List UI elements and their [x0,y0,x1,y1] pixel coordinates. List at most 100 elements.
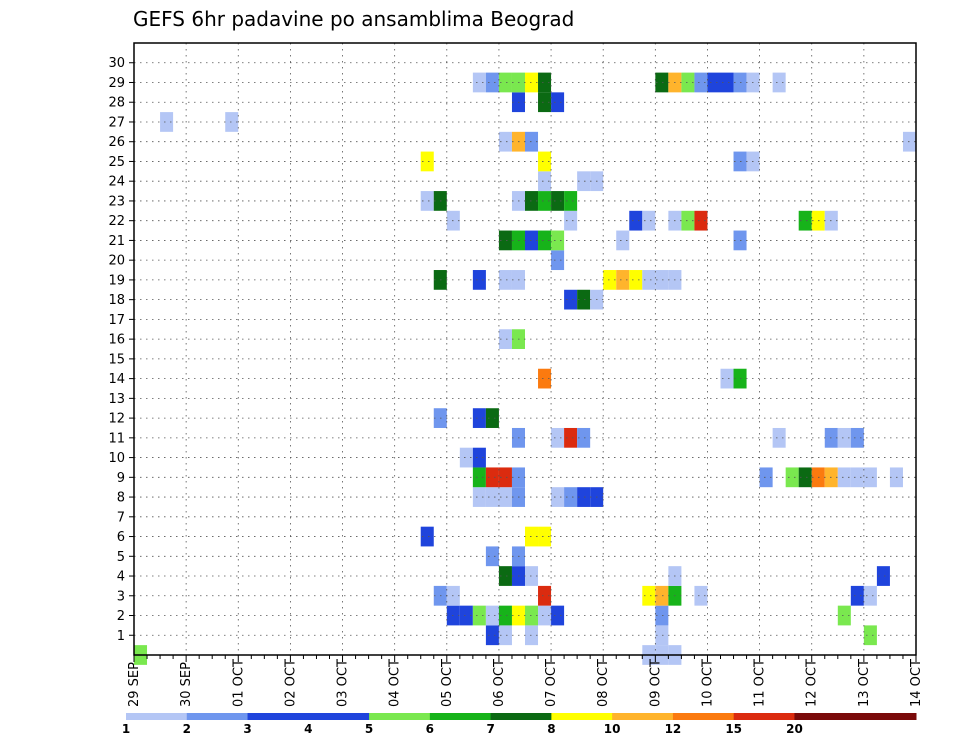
y-tick-label: 2 [117,609,125,624]
chart-title: GEFS 6hr padavine po ansamblima Beograd [133,7,574,31]
heatmap-cell [538,368,552,389]
heatmap-cell [707,72,721,93]
heatmap-cell [551,487,565,507]
heatmap-cell [472,408,486,428]
heatmap-cell [420,151,434,172]
legend-label: 4 [304,722,312,736]
heatmap-cell [472,487,486,507]
heatmap-cell [472,605,486,626]
heatmap-cell [655,605,669,626]
heatmap-cell [850,585,864,606]
x-tick-label: 03 OCT [336,659,351,707]
legend-swatch [186,713,249,720]
heatmap-cell [225,112,239,132]
heatmap-cell [616,270,630,290]
heatmap-cell [863,625,877,646]
heatmap-cell [850,427,864,448]
y-tick-label: 19 [108,273,125,288]
heatmap-cell [551,427,565,448]
heatmap-cell [551,605,565,626]
heatmap-cell [498,625,512,646]
y-tick-label: 21 [108,234,125,249]
x-tick-label: 11 OCT [753,659,768,707]
legend-swatch [855,713,917,720]
heatmap-cell [577,427,591,448]
heatmap-cell [564,427,578,448]
heatmap-cell [720,72,734,93]
heatmap-cell [629,270,643,290]
heatmap-cell [850,467,864,488]
x-tick-label: 29 SEP [127,662,142,707]
heatmap-cell [577,171,591,192]
y-tick-label: 17 [108,313,125,328]
heatmap-cell [772,72,786,93]
x-tick-label: 04 OCT [388,659,403,707]
heatmap-cell [629,210,643,231]
x-tick-label: 30 SEP [179,662,194,707]
legend-swatch [247,713,309,720]
legend-label: 20 [786,722,803,736]
x-tick-label: 08 OCT [596,659,611,707]
heatmap-cell [498,131,512,152]
legend-swatch [429,713,492,720]
heatmap-cell [681,210,695,231]
heatmap-cell [498,270,512,290]
heatmap-cell [525,72,539,93]
heatmap-cell [472,270,486,290]
legend-swatch [794,713,856,720]
x-tick-label: 13 OCT [857,659,872,707]
heatmap-cell [837,605,851,626]
y-tick-label: 14 [108,372,125,387]
y-tick-label: 25 [108,155,125,170]
heatmap-cell [538,151,552,172]
legend-swatch [308,713,370,720]
heatmap-cell [655,625,669,646]
x-tick-label: 10 OCT [700,659,715,707]
heatmap-cell [538,526,552,547]
heatmap-cell [472,447,486,468]
heatmap-cell [485,72,499,93]
grid-lines [134,43,916,655]
y-tick-label: 3 [117,589,125,604]
heatmap-cell [420,526,434,547]
heatmap-cell [420,191,434,211]
heatmap-cell [485,408,499,428]
y-tick-label: 20 [108,254,125,269]
heatmap-cell [498,329,512,349]
heatmap-cell [525,230,539,251]
heatmap-cell [772,427,786,448]
x-tick-label: 09 OCT [648,659,663,707]
heatmap-cell [642,585,656,606]
heatmap-cell [525,191,539,211]
heatmap-cell [642,270,656,290]
heatmap-cell [498,230,512,251]
legend-swatch [369,713,431,720]
y-tick-label: 7 [117,510,125,525]
heatmap-cell [538,72,552,93]
x-axis-ticks: 29 SEP 30 SEP 01 OCT 02 OCT 03 OCT 04 OCT 05 O… [127,655,924,707]
y-tick-label: 4 [117,570,125,585]
heatmap-cell [837,427,851,448]
y-tick-label: 28 [108,96,125,111]
heatmap-cell [564,191,578,211]
heatmap-cell [538,605,552,626]
heatmap-cell [472,72,486,93]
heatmap-cell [694,72,708,93]
y-tick-label: 11 [108,431,125,446]
heatmap-cell [655,585,669,606]
heatmap-cell [551,191,565,211]
heatmap-cell [681,72,695,93]
y-axis-ticks: 1234567891011121314151617181920212223242… [108,56,134,644]
heatmap-cell [564,487,578,507]
heatmap-cells [134,72,916,665]
legend-label: 5 [365,722,373,736]
y-tick-label: 24 [108,175,125,190]
heatmap-cell [642,210,656,231]
heatmap-cell [551,230,565,251]
heatmap-cell [837,467,851,488]
heatmap-cell [538,92,552,113]
heatmap-cell [485,605,499,626]
heatmap-cell [498,605,512,626]
x-tick-label: 07 OCT [544,659,559,707]
x-tick-label: 01 OCT [231,659,246,707]
